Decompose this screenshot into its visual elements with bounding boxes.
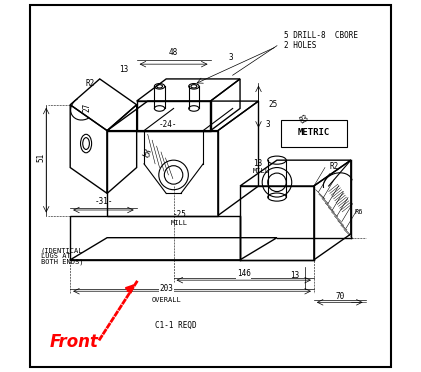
Text: 13: 13 bbox=[290, 271, 299, 280]
Text: OVERALL: OVERALL bbox=[151, 297, 181, 303]
FancyBboxPatch shape bbox=[29, 5, 392, 367]
Text: 48: 48 bbox=[169, 48, 178, 57]
Text: MILL: MILL bbox=[171, 220, 188, 226]
Text: R2: R2 bbox=[86, 79, 95, 88]
Text: 3: 3 bbox=[229, 54, 233, 62]
Text: 35: 35 bbox=[140, 148, 152, 160]
Text: R2: R2 bbox=[330, 163, 339, 171]
Text: 146: 146 bbox=[237, 269, 250, 279]
Text: BOTH ENDS): BOTH ENDS) bbox=[41, 259, 83, 265]
Text: -25: -25 bbox=[172, 211, 186, 219]
Text: R6: R6 bbox=[354, 209, 363, 215]
Text: C1-1 REQD: C1-1 REQD bbox=[155, 321, 197, 330]
Text: -31-: -31- bbox=[94, 198, 113, 206]
Text: 83: 83 bbox=[298, 113, 311, 125]
Text: Front: Front bbox=[50, 333, 99, 351]
Text: 13: 13 bbox=[253, 159, 262, 168]
FancyBboxPatch shape bbox=[281, 119, 347, 147]
Text: 51: 51 bbox=[36, 153, 45, 162]
Text: 70: 70 bbox=[335, 292, 344, 301]
Text: METRIC: METRIC bbox=[298, 128, 330, 137]
Text: 3: 3 bbox=[265, 120, 270, 129]
Text: MILL: MILL bbox=[253, 168, 270, 174]
Text: LUGS AT: LUGS AT bbox=[41, 253, 70, 259]
Text: -24-: -24- bbox=[159, 120, 177, 129]
Text: 5 DRILL-8  CBORE: 5 DRILL-8 CBORE bbox=[284, 31, 358, 40]
Text: 2 HOLES: 2 HOLES bbox=[284, 41, 317, 49]
Text: 25: 25 bbox=[269, 100, 278, 109]
Text: 13: 13 bbox=[119, 64, 128, 74]
Text: (IDENTICAL: (IDENTICAL bbox=[41, 247, 83, 254]
Text: 203: 203 bbox=[159, 284, 173, 293]
Text: 27: 27 bbox=[83, 103, 91, 112]
